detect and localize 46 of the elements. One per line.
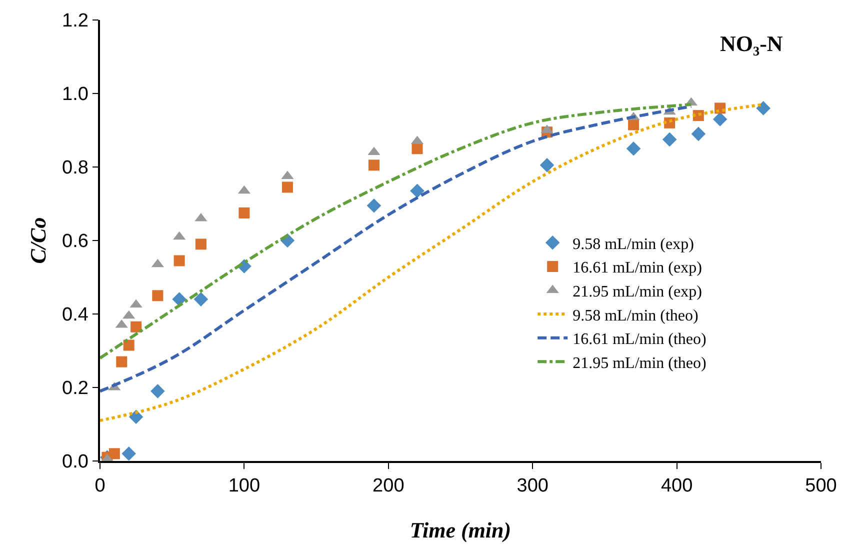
legend-label: 21.95 mL/min (theo) (572, 354, 706, 372)
annotation: NO₃-N (720, 31, 783, 56)
y-tick-label: 0.2 (62, 378, 88, 400)
x-tick-label: 500 (805, 476, 837, 497)
y-tick-label: 0.0 (62, 452, 88, 473)
legend-label: 9.58 mL/min (exp) (572, 236, 694, 253)
x-tick-label: 200 (372, 476, 404, 497)
legend-label: 16.61 mL/min (exp) (572, 260, 702, 277)
point (130, 321, 142, 332)
point (172, 292, 186, 306)
y-tick-label: 0.8 (62, 158, 88, 179)
point (238, 207, 250, 218)
point (194, 292, 208, 306)
point (152, 290, 164, 302)
legend-label: 16.61 mL/min (theo) (572, 331, 706, 348)
x-tick-label: 0 (94, 476, 106, 497)
point (628, 119, 640, 130)
point (412, 143, 423, 154)
point (626, 141, 641, 156)
x-tick-label: 100 (228, 476, 260, 497)
y-tick-label: 1.0 (62, 84, 88, 106)
legend-label: 21.95 mL/min (exp) (572, 283, 702, 300)
x-tick-label: 300 (516, 476, 548, 497)
point (122, 446, 136, 461)
point (366, 198, 382, 213)
point (368, 160, 380, 171)
point (282, 182, 293, 193)
point (410, 184, 424, 198)
point (662, 132, 677, 147)
point (691, 126, 706, 142)
x-tick-label: 400 (660, 476, 693, 497)
point (150, 384, 165, 398)
point (108, 448, 120, 460)
point (123, 340, 134, 351)
point (174, 255, 185, 266)
y-tick-label: 1.2 (62, 10, 88, 32)
legend-label: 9.58 mL/min (theo) (572, 307, 698, 324)
y-axis-title: C/Co (26, 217, 50, 264)
point (116, 356, 128, 368)
y-tick-label: 0.4 (62, 304, 89, 326)
x-axis-title: Time (min) (410, 518, 512, 542)
point (195, 238, 206, 250)
point (712, 112, 728, 126)
point (756, 101, 770, 116)
y-tick-label: 0.6 (62, 231, 88, 252)
point (540, 158, 554, 172)
